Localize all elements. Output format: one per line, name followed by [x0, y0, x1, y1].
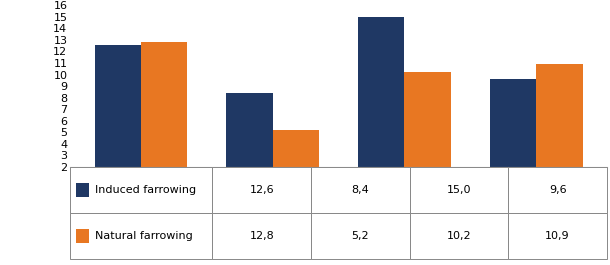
Text: 15,0: 15,0 — [447, 185, 472, 195]
Bar — [490, 79, 536, 190]
Text: 10,2: 10,2 — [447, 231, 472, 241]
Text: 5,2: 5,2 — [351, 231, 369, 241]
Bar — [410, 213, 508, 259]
Bar — [311, 213, 410, 259]
Text: Induced farrowing: Induced farrowing — [95, 185, 196, 195]
Bar — [410, 167, 508, 213]
Text: 12,6: 12,6 — [249, 185, 274, 195]
Text: Natural farrowing: Natural farrowing — [95, 231, 193, 241]
Bar — [508, 213, 607, 259]
Bar — [70, 167, 212, 213]
Bar — [212, 167, 311, 213]
Bar — [141, 42, 187, 190]
Bar — [536, 64, 583, 190]
Bar — [273, 130, 319, 190]
Text: 9,6: 9,6 — [549, 185, 567, 195]
Bar — [76, 229, 89, 243]
Bar — [311, 167, 410, 213]
Text: 10,9: 10,9 — [545, 231, 570, 241]
Bar — [95, 45, 141, 190]
Bar — [76, 183, 89, 197]
Bar — [70, 213, 212, 259]
Text: 8,4: 8,4 — [351, 185, 369, 195]
Bar — [358, 17, 404, 190]
Bar — [508, 167, 607, 213]
Bar — [226, 93, 273, 190]
Text: 12,8: 12,8 — [249, 231, 274, 241]
Bar — [404, 72, 451, 190]
Bar — [212, 213, 311, 259]
